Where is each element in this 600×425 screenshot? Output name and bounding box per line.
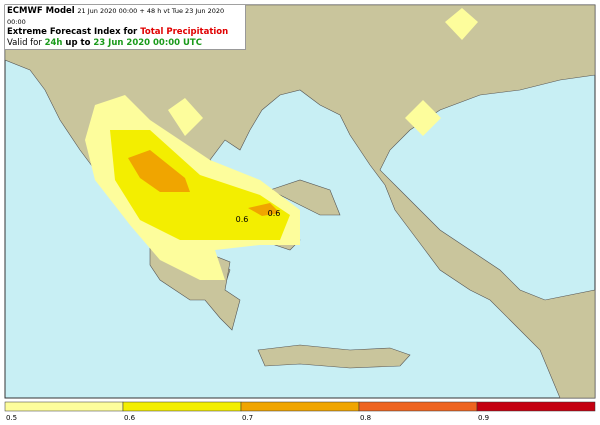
efi-shading bbox=[85, 8, 478, 280]
colorbar-label: 0.9 bbox=[478, 414, 489, 422]
colorbar-segment bbox=[4, 401, 124, 412]
header: ECMWF Model 21 Jun 2020 00:00 + 48 h vt … bbox=[5, 5, 246, 50]
efi-area bbox=[128, 150, 280, 216]
valid-mid: up to bbox=[62, 37, 94, 48]
title: Extreme Forecast Index for bbox=[7, 27, 141, 37]
valid-label: Valid for bbox=[7, 37, 45, 48]
run: 21 Jun 2020 00:00 + 48 h vt Tue 23 Jun 2… bbox=[7, 7, 225, 26]
contour-label: 0.6 bbox=[268, 209, 281, 218]
colorbar: 0.5 0.6 0.7 0.8 0.9 bbox=[4, 401, 596, 422]
efi-area bbox=[168, 8, 478, 136]
colorbar-segment bbox=[358, 401, 478, 412]
crete bbox=[257, 344, 411, 369]
colorbar-segment bbox=[240, 401, 360, 412]
contour-label: 0.6 bbox=[236, 215, 249, 224]
colorbar-label: 0.7 bbox=[242, 414, 253, 422]
colorbar-segment bbox=[476, 401, 596, 412]
valid-date: 23 Jun 2020 00:00 UTC bbox=[93, 37, 202, 48]
colorbar-label: 0.5 bbox=[6, 414, 17, 422]
colorbar-label: 0.6 bbox=[124, 414, 136, 422]
colorbar-label: 0.8 bbox=[360, 414, 371, 422]
euboea bbox=[269, 179, 341, 216]
model: ECMWF Model bbox=[7, 6, 75, 16]
colorbar-segment bbox=[122, 401, 242, 412]
parameter: Total Precipitation bbox=[140, 27, 229, 37]
period: 24h bbox=[44, 37, 63, 48]
